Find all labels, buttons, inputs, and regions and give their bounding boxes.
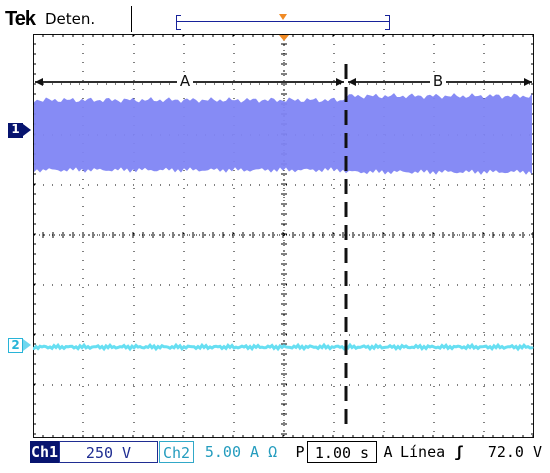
arrow-left-icon <box>348 78 356 86</box>
arrow-right-icon <box>336 78 344 86</box>
channel-1-marker: 1 <box>8 123 23 138</box>
channel-2-label: Ch2 <box>159 441 194 463</box>
channel-1-arrow-icon <box>23 124 31 136</box>
scope-footer: Ch1 250 V Ch2 5.00 A Ω P 1.00 s A Línea … <box>0 440 550 464</box>
header-divider <box>131 6 132 32</box>
arrow-right-icon <box>524 78 532 86</box>
trigger-label: A <box>383 443 393 461</box>
timebase-label: P <box>295 443 305 461</box>
scope-header: Tek Deten. <box>0 0 550 34</box>
trigger-marker-icon <box>279 35 289 41</box>
record-window-indicator <box>176 15 390 30</box>
channel-2-scale: 5.00 A Ω <box>204 443 278 461</box>
arrow-left-icon <box>35 78 43 86</box>
trigger-position-icon <box>279 14 287 20</box>
trigger-source: Línea <box>400 443 446 461</box>
region-a-label: A <box>180 72 191 90</box>
acquisition-status: Deten. <box>45 10 96 28</box>
record-window-left-bracket <box>176 15 181 30</box>
region-b-label: B <box>433 72 443 90</box>
channel-2-marker: 2 <box>8 338 23 353</box>
trigger-level: 72.0 V <box>487 443 542 461</box>
record-window-right-bracket <box>385 15 390 30</box>
record-window-line <box>176 21 390 22</box>
channel-2-trace <box>33 342 534 352</box>
channel-2-arrow-icon <box>23 339 31 351</box>
timebase-value: 1.00 s <box>307 441 377 463</box>
channel-1-scale: 250 V <box>59 441 158 463</box>
region-a-label-bg <box>177 72 193 90</box>
brand-label: Tek <box>5 8 36 30</box>
region-b-label-bg <box>430 72 446 90</box>
trigger-slope-icon: ʃ <box>454 443 464 461</box>
channel-1-trace <box>34 93 532 175</box>
screen-grid <box>33 34 534 438</box>
trace-group <box>33 35 534 352</box>
channel-1-label: Ch1 <box>30 441 59 463</box>
